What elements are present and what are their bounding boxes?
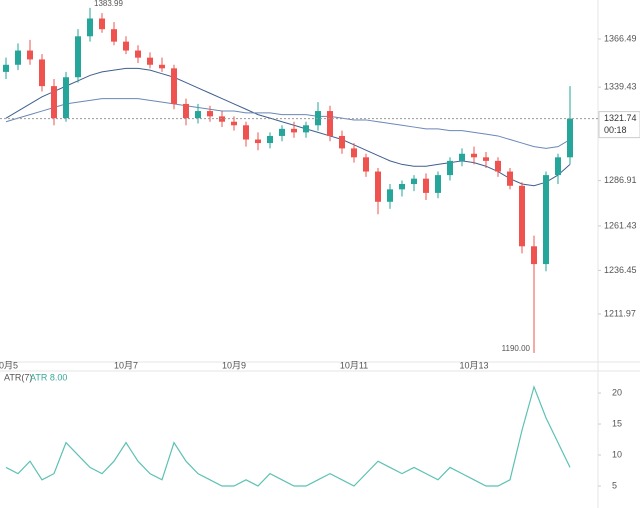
candle-body — [123, 41, 129, 51]
candle-body — [135, 50, 141, 58]
candle-body — [483, 157, 489, 161]
x-tick-label: 10月13 — [459, 360, 488, 370]
y-tick-label: 5 — [612, 480, 617, 490]
candle-body — [267, 135, 273, 144]
y-tick-label: 15 — [612, 418, 622, 428]
candle-body — [51, 86, 57, 119]
candle-body — [375, 171, 381, 202]
moving-average — [5, 98, 571, 149]
x-tick-label: 10月9 — [222, 360, 246, 370]
y-tick-label: 1339.43 — [604, 82, 637, 92]
candle-body — [495, 160, 501, 172]
last-price-label: 1321.74 — [604, 113, 637, 123]
candle-body — [387, 189, 393, 202]
candle-body — [327, 111, 333, 136]
candle-body — [27, 50, 33, 60]
candle-body — [531, 246, 537, 265]
candle-body — [75, 36, 81, 78]
y-tick-label: 1211.97 — [604, 308, 636, 318]
candle-body — [351, 148, 357, 158]
candle-body — [339, 135, 345, 149]
candle-body — [459, 153, 465, 161]
x-tick-label: 10月7 — [114, 360, 138, 370]
candle-body — [363, 157, 369, 172]
indicator-label: ATR(7) — [4, 372, 32, 382]
low-annotation: 1190.00 — [502, 344, 531, 353]
y-tick-label: 10 — [612, 449, 622, 459]
candle-body — [195, 111, 201, 119]
y-tick-label: 1366.49 — [604, 33, 637, 43]
y-tick-label: 1261.43 — [604, 220, 637, 230]
candle-body — [87, 18, 93, 37]
x-tick-label: 10月11 — [340, 360, 368, 370]
candle-body — [243, 125, 249, 140]
candle-body — [303, 125, 309, 133]
candle-body — [111, 29, 117, 42]
candle-body — [39, 59, 45, 87]
candle-body — [207, 111, 213, 117]
candle-body — [507, 171, 513, 186]
candle-body — [279, 128, 285, 136]
candle-body — [15, 50, 21, 65]
countdown-label: 00:18 — [604, 125, 627, 135]
y-tick-label: 20 — [612, 387, 622, 397]
candle-body — [555, 157, 561, 176]
candle-body — [183, 103, 189, 119]
y-tick-label: 1286.91 — [604, 175, 637, 185]
last-price-box — [598, 111, 640, 139]
candle-body — [471, 153, 477, 158]
candle-body — [567, 118, 573, 158]
candle-body — [435, 175, 441, 193]
high-annotation: 1383.99 — [94, 0, 123, 8]
indicator-line — [5, 384, 571, 487]
candle-body — [411, 178, 417, 185]
moving-average — [5, 67, 571, 187]
candle-body — [147, 57, 153, 65]
candle-body — [255, 139, 261, 144]
candle-body — [3, 64, 9, 72]
candle-body — [63, 77, 69, 119]
candle-body — [399, 184, 405, 190]
x-tick-label: 10月5 — [0, 360, 18, 370]
candle-body — [519, 185, 525, 247]
candle-body — [291, 128, 297, 133]
y-tick-label: 1236.45 — [604, 265, 637, 275]
candle-body — [159, 64, 165, 69]
candle-body — [543, 175, 549, 265]
indicator-value: ATR 8.00 — [30, 372, 67, 382]
candle-body — [171, 68, 177, 104]
candle-body — [447, 160, 453, 176]
candle-body — [99, 18, 105, 30]
candle-body — [423, 178, 429, 193]
candle-body — [231, 121, 237, 126]
